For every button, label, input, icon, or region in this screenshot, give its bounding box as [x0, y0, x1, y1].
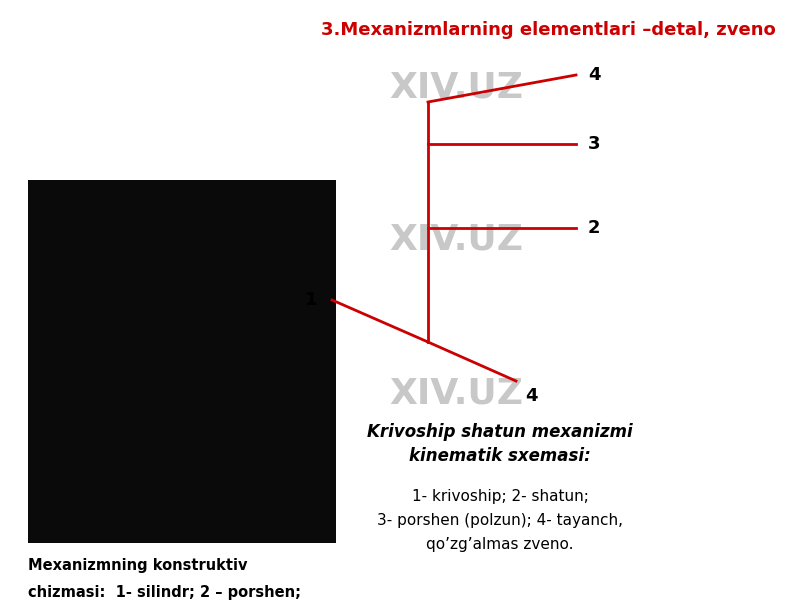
Text: Mexanizmning konstruktiv: Mexanizmning konstruktiv — [28, 558, 247, 573]
Text: chizmasi:  1- silindr; 2 – porshen;: chizmasi: 1- silindr; 2 – porshen; — [28, 585, 301, 600]
Text: 3- porshen (polzun); 4- tayanch,: 3- porshen (polzun); 4- tayanch, — [377, 513, 623, 528]
Text: XIV.UZ: XIV.UZ — [389, 70, 523, 104]
Bar — [28, 180, 336, 543]
Text: 3: 3 — [588, 135, 601, 153]
Text: 4: 4 — [588, 66, 601, 84]
Text: qo’zg’almas zveno.: qo’zg’almas zveno. — [426, 537, 574, 552]
Text: XIV.UZ: XIV.UZ — [389, 376, 523, 410]
Text: 1: 1 — [305, 291, 318, 309]
Text: Krivoship shatun mexanizmi: Krivoship shatun mexanizmi — [367, 423, 633, 441]
Text: XIV.UZ: XIV.UZ — [389, 223, 523, 257]
Text: 1- krivoship; 2- shatun;: 1- krivoship; 2- shatun; — [411, 489, 589, 504]
Text: 4: 4 — [526, 387, 538, 405]
Text: 3.Mexanizmlarning elementlari –detal, zveno: 3.Mexanizmlarning elementlari –detal, zv… — [321, 21, 775, 39]
Text: 2: 2 — [588, 219, 601, 237]
Text: kinematik sxemasi:: kinematik sxemasi: — [409, 447, 591, 465]
